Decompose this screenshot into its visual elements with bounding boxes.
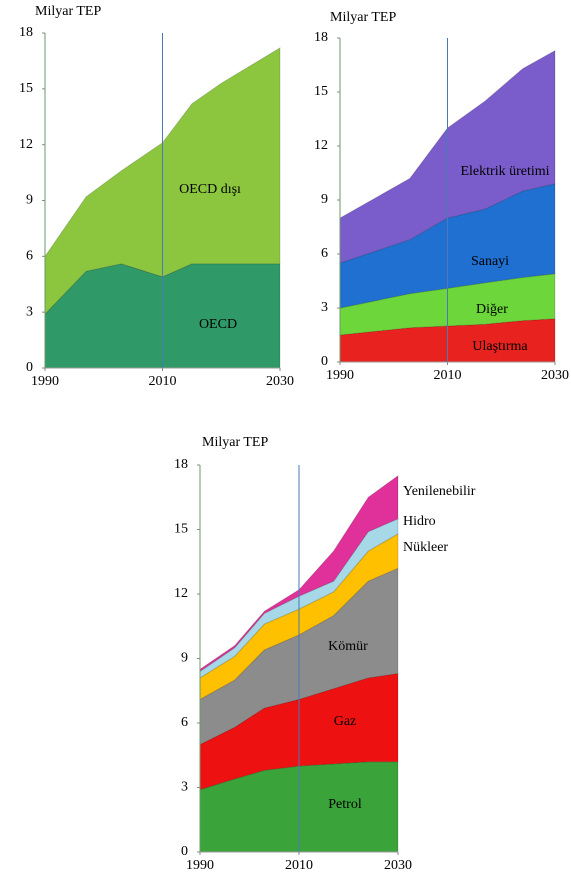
y-tick-label: 15 (19, 81, 33, 96)
y-tick-label: 9 (321, 192, 328, 207)
series-label: Hidro (403, 514, 436, 529)
series-label: Elektrik üretimi (460, 164, 549, 179)
y-tick-label: 12 (19, 137, 33, 152)
y-axis-label: Milyar TEP (202, 435, 268, 450)
y-tick-label: 6 (321, 246, 328, 261)
y-tick-label: 18 (19, 25, 33, 40)
y-tick-label: 3 (321, 300, 328, 315)
y-tick-label: 9 (26, 193, 33, 208)
y-tick-label: 3 (26, 304, 33, 319)
x-tick-label: 1990 (31, 374, 59, 389)
y-tick-label: 0 (181, 844, 188, 859)
series-label: Ulaştırma (472, 339, 528, 354)
y-tick-label: 9 (181, 651, 188, 666)
y-tick-label: 18 (314, 30, 328, 45)
x-tick-label: 1990 (186, 858, 214, 873)
series-label: OECD dışı (179, 182, 241, 197)
y-tick-label: 0 (321, 354, 328, 369)
series-label: Kömür (328, 639, 368, 654)
x-tick-label: 2010 (149, 374, 177, 389)
series-label: Nükleer (403, 540, 448, 555)
y-tick-label: 0 (26, 360, 33, 375)
series-label: Gaz (334, 714, 357, 729)
y-tick-label: 15 (314, 84, 328, 99)
area (199, 474, 399, 673)
series-label: Sanayi (471, 254, 509, 269)
x-tick-label: 2030 (266, 374, 294, 389)
x-tick-label: 2010 (434, 368, 462, 383)
y-axis-label: Milyar TEP (330, 10, 396, 25)
x-tick-label: 1990 (326, 368, 354, 383)
x-tick-label: 2030 (541, 368, 569, 383)
y-tick-label: 6 (181, 715, 188, 730)
y-axis-label: Milyar TEP (35, 4, 101, 19)
x-tick-label: 2030 (384, 858, 412, 873)
x-tick-label: 2010 (285, 858, 313, 873)
y-tick-label: 18 (174, 457, 188, 472)
y-tick-label: 3 (181, 780, 188, 795)
series-label: Diğer (476, 302, 508, 317)
y-tick-label: 15 (174, 522, 188, 537)
series-label: Yenilenebilir (403, 484, 476, 499)
series-label: OECD (199, 317, 237, 332)
y-tick-label: 12 (314, 138, 328, 153)
y-tick-label: 6 (26, 249, 33, 264)
y-tick-label: 12 (174, 586, 188, 601)
series-label: Petrol (328, 797, 362, 812)
